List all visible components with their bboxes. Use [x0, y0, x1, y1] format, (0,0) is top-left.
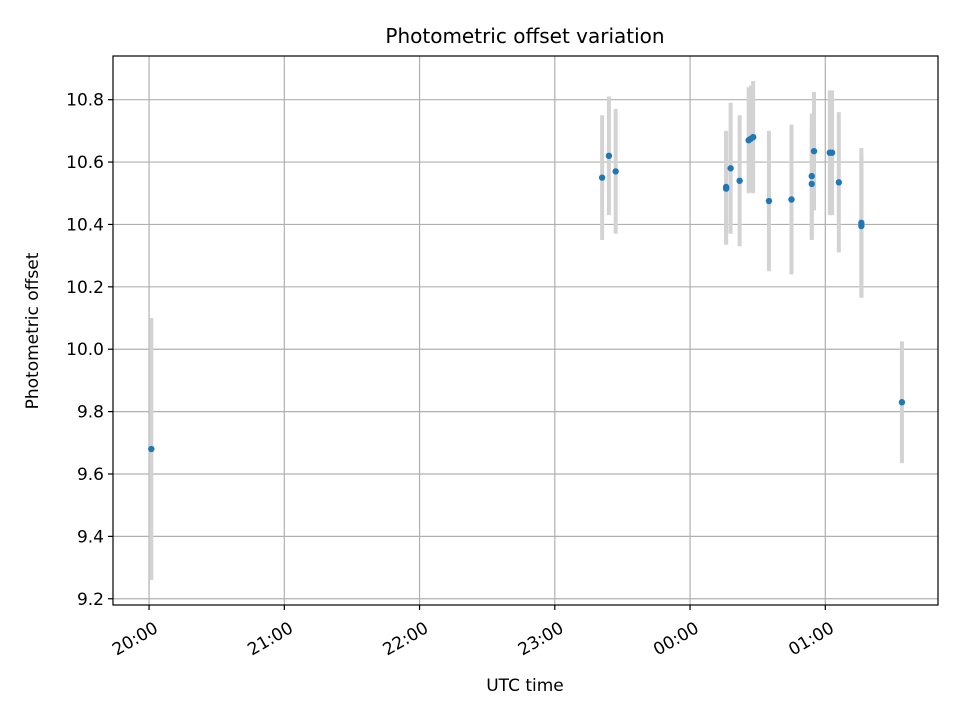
data-points: [148, 133, 906, 453]
y-axis: 9.2 9.4 9.6 9.8 10.0 10.2 10.4 10.6 10.8: [66, 91, 113, 610]
data-point: [749, 133, 757, 141]
data-point: [598, 174, 606, 181]
data-point: [810, 147, 818, 155]
grid: [113, 56, 938, 605]
data-point: [788, 196, 795, 203]
x-axis: 20:00 21:00 22:00 23:00 00:00 01:00: [109, 605, 838, 660]
x-tick-label: 01:00: [785, 618, 837, 660]
y-tick-label: 9.4: [77, 527, 104, 547]
y-tick-label: 9.8: [77, 403, 104, 423]
data-point: [898, 399, 906, 406]
data-point: [765, 197, 773, 205]
plot-frame: [112, 55, 939, 606]
y-axis-title: Photometric offset: [23, 252, 43, 409]
data-point: [808, 180, 815, 188]
y-tick-label: 9.6: [77, 465, 104, 485]
data-point: [835, 179, 843, 186]
x-tick-label: 20:00: [109, 618, 161, 660]
data-point: [727, 165, 734, 172]
y-tick-label: 10.2: [66, 278, 104, 298]
x-tick-label: 00:00: [650, 618, 702, 660]
data-point: [808, 172, 815, 180]
data-point: [722, 185, 730, 192]
data-point: [612, 168, 619, 175]
data-point: [605, 152, 613, 160]
y-tick-label: 9.2: [77, 590, 104, 610]
data-point: [858, 222, 865, 230]
y-tick-label: 10.0: [66, 340, 104, 360]
x-tick-label: 21:00: [244, 618, 296, 660]
data-point: [148, 445, 155, 453]
y-tick-label: 10.6: [66, 153, 104, 173]
y-tick-label: 10.8: [66, 91, 104, 111]
y-tick-label: 10.4: [66, 215, 104, 235]
x-tick-label: 23:00: [515, 618, 567, 660]
chart-title: Photometric offset variation: [385, 24, 664, 48]
data-point: [736, 177, 743, 184]
error-bars: [149, 80, 904, 581]
data-point: [828, 149, 836, 156]
x-tick-label: 22:00: [380, 618, 432, 660]
x-axis-title: UTC time: [486, 676, 564, 696]
